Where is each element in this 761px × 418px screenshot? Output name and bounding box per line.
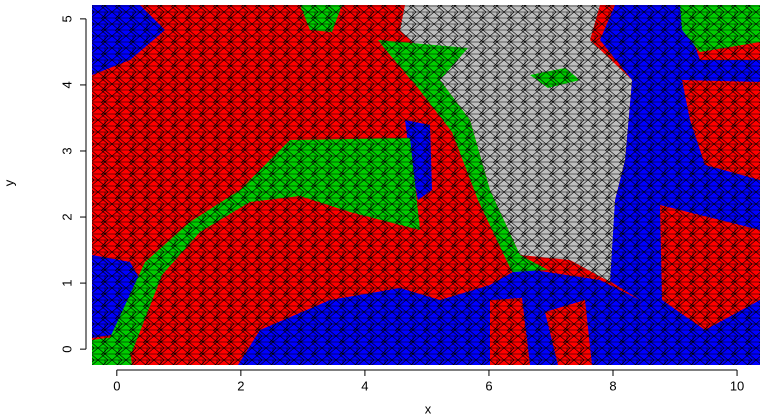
- y-tick-label: 5: [59, 15, 74, 22]
- x-tick-label: 10: [730, 378, 744, 393]
- x-tick-label: 6: [485, 378, 492, 393]
- mesh-plot: [92, 5, 760, 365]
- x-tick-label: 4: [361, 378, 368, 393]
- y-axis-label: y: [1, 179, 16, 186]
- y-tick-label: 2: [59, 213, 74, 220]
- chart: x y 0 2 4 6 8 10 0 1 2 3 4 5: [0, 0, 761, 418]
- mesh-lines: [92, 5, 760, 365]
- y-tick-label: 4: [59, 81, 74, 88]
- y-tick-label: 1: [59, 279, 74, 286]
- y-tick-label: 0: [59, 346, 74, 353]
- x-tick-label: 0: [113, 378, 120, 393]
- x-tick-label: 2: [237, 378, 244, 393]
- x-axis-label: x: [425, 401, 432, 416]
- y-tick-label: 3: [59, 147, 74, 154]
- x-tick-label: 8: [609, 378, 616, 393]
